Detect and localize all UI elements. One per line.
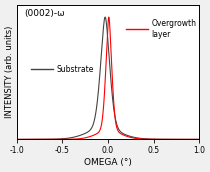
Text: Substrate: Substrate (57, 65, 94, 74)
Text: (0002)-ω: (0002)-ω (24, 9, 64, 18)
Text: Overgrowth
layer: Overgrowth layer (152, 19, 197, 39)
X-axis label: OMEGA (°): OMEGA (°) (84, 158, 132, 167)
Y-axis label: INTENSITY (arb. units): INTENSITY (arb. units) (5, 26, 14, 118)
